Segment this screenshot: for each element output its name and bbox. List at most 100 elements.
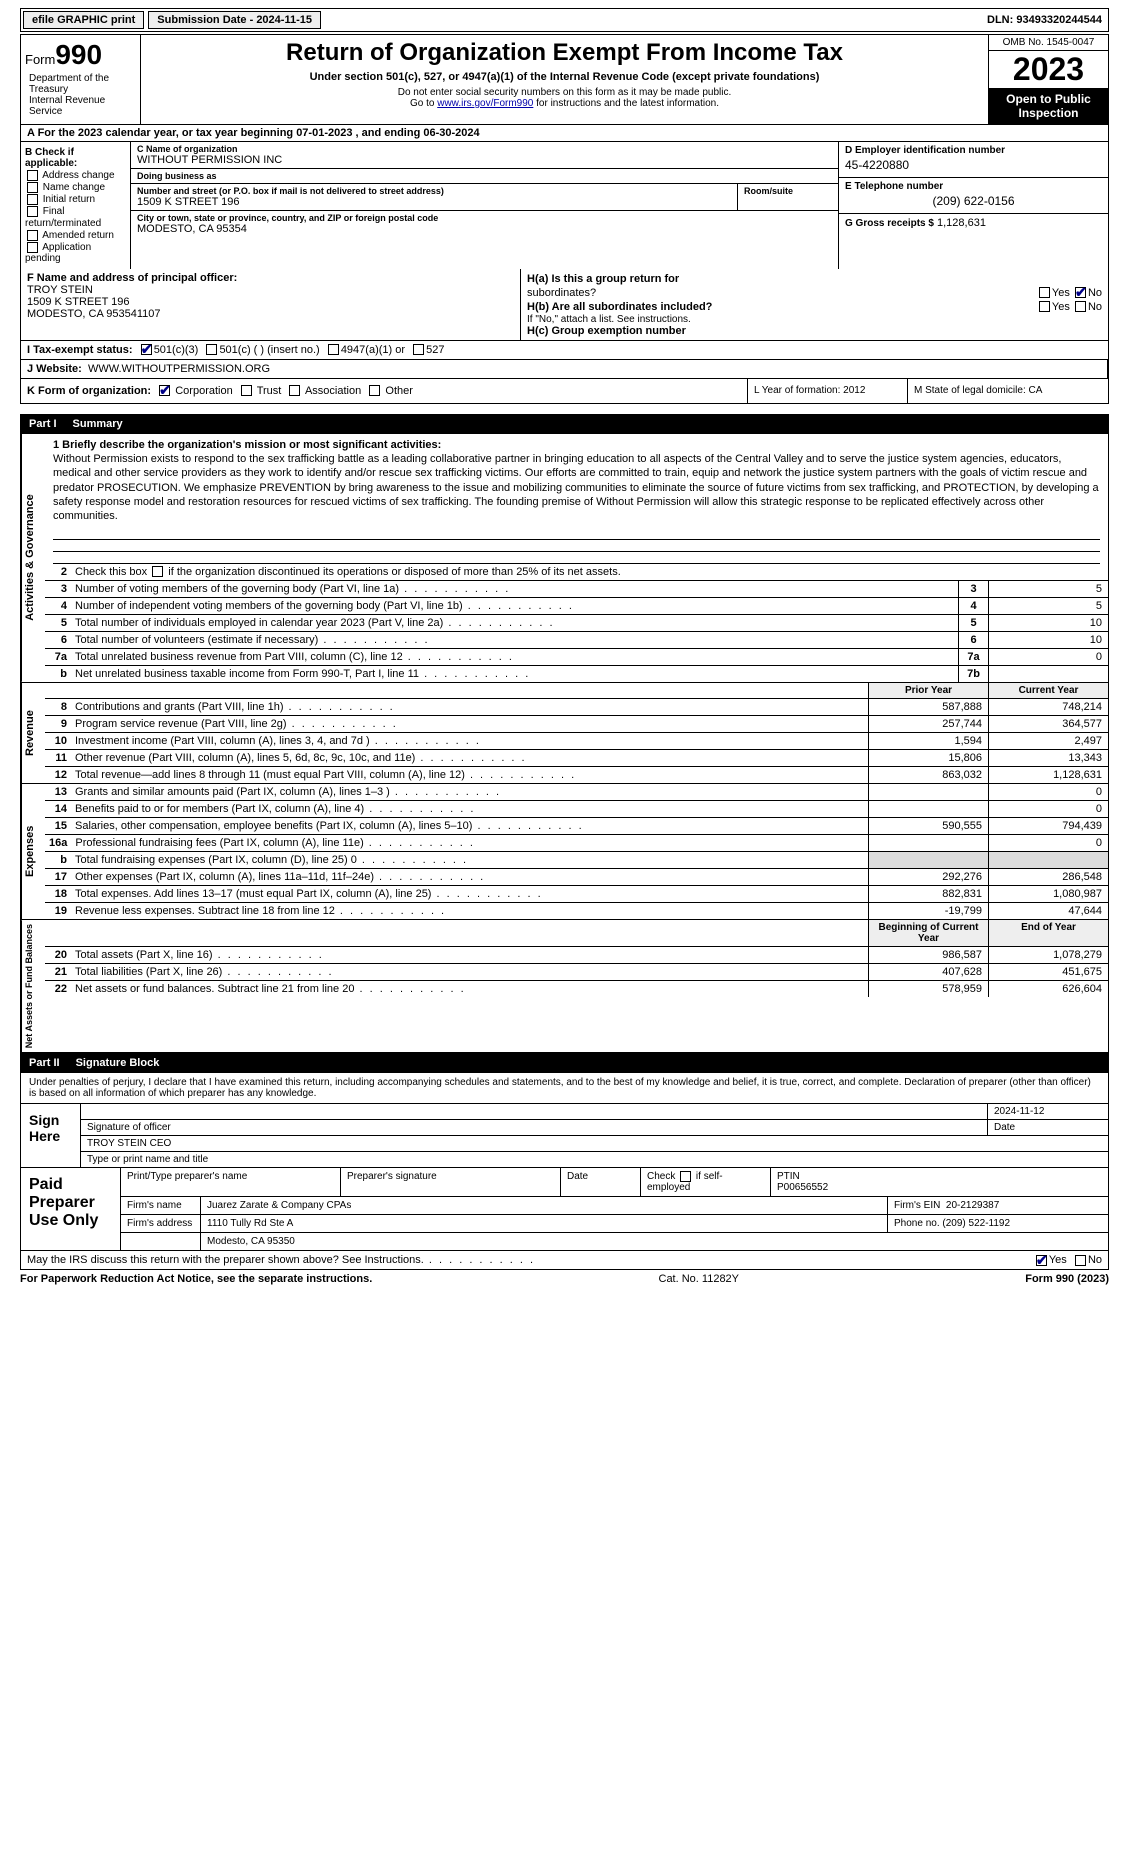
chk-trust[interactable] [241, 385, 252, 396]
prior-val: 587,888 [868, 699, 988, 715]
line-val: 0 [988, 649, 1108, 665]
chk-501c[interactable] [206, 344, 217, 355]
city-label: City or town, state or province, country… [137, 213, 832, 223]
line-text: Total number of volunteers (estimate if … [71, 632, 958, 648]
chk-527[interactable] [413, 344, 424, 355]
chk-hb-yes[interactable] [1039, 301, 1050, 312]
begin-year-hdr: Beginning of Current Year [868, 920, 988, 946]
current-year-hdr: Current Year [988, 683, 1108, 698]
irs-link[interactable]: www.irs.gov/Form990 [437, 98, 533, 109]
line-num: 14 [45, 801, 71, 817]
line-text: Total expenses. Add lines 13–17 (must eq… [71, 886, 868, 902]
part1-num: Part I [29, 418, 57, 430]
chk-discuss-no[interactable] [1075, 1255, 1086, 1266]
cat-no: Cat. No. 11282Y [659, 1273, 740, 1285]
prior-val [868, 801, 988, 817]
line-box: 5 [958, 615, 988, 631]
chk-app-pending[interactable] [27, 242, 38, 253]
officer-name-title: TROY STEIN CEO [81, 1136, 1108, 1151]
dba-label: Doing business as [137, 171, 832, 181]
city-value: MODESTO, CA 95354 [137, 223, 832, 235]
row-k: K Form of organization: Corporation Trus… [20, 379, 1109, 404]
current-val: 0 [988, 801, 1108, 817]
line-box: 7b [958, 666, 988, 682]
chk-self-employed[interactable] [680, 1171, 691, 1182]
line-text: Total number of individuals employed in … [71, 615, 958, 631]
line-text: Other expenses (Part IX, column (A), lin… [71, 869, 868, 885]
exp-tab: Expenses [21, 784, 45, 919]
chk-ha-yes[interactable] [1039, 287, 1050, 298]
prior-val: 292,276 [868, 869, 988, 885]
chk-initial-return[interactable] [27, 194, 38, 205]
prior-val: 15,806 [868, 750, 988, 766]
section-bcd: B Check if applicable: Address change Na… [20, 142, 1109, 269]
chk-discontinued[interactable] [152, 566, 163, 577]
line2-text: Check this box if the organization disco… [71, 564, 1108, 580]
open-public: Open to Public Inspection [989, 88, 1108, 124]
chk-address-change[interactable] [27, 170, 38, 181]
tax-status-label: I Tax-exempt status: [27, 344, 133, 356]
current-val: 364,577 [988, 716, 1108, 732]
box-deg: D Employer identification number 45-4220… [838, 142, 1108, 269]
chk-ha-no[interactable] [1075, 287, 1086, 298]
line-val: 5 [988, 598, 1108, 614]
line-num: 10 [45, 733, 71, 749]
officer-label: F Name and address of principal officer: [27, 272, 514, 284]
org-name-label: C Name of organization [137, 144, 832, 154]
officer-addr2: MODESTO, CA 953541107 [27, 308, 514, 320]
revenue-section: Revenue Prior Year Current Year 8 Contri… [20, 683, 1109, 784]
end-year-hdr: End of Year [988, 920, 1108, 946]
form-header: Form990 Department of the Treasury Inter… [20, 34, 1109, 125]
prior-val: 257,744 [868, 716, 988, 732]
chk-final-return[interactable] [27, 206, 38, 217]
chk-discuss-yes[interactable] [1036, 1255, 1047, 1266]
line-text: Total assets (Part X, line 16) [71, 947, 868, 963]
prior-val [868, 852, 988, 868]
chk-hb-no[interactable] [1075, 301, 1086, 312]
chk-corp[interactable] [159, 385, 170, 396]
line-text: Program service revenue (Part VIII, line… [71, 716, 868, 732]
form-word: Form [25, 52, 55, 67]
chk-name-change[interactable] [27, 182, 38, 193]
firm-phone: (209) 522-1192 [942, 1218, 1010, 1229]
line-box: 6 [958, 632, 988, 648]
chk-assoc[interactable] [289, 385, 300, 396]
prep-sig-hdr: Preparer's signature [341, 1168, 561, 1196]
discuss-row: May the IRS discuss this return with the… [20, 1251, 1109, 1270]
chk-amended-return[interactable] [27, 230, 38, 241]
blank-line [53, 552, 1100, 564]
gross-value: 1,128,631 [937, 217, 986, 229]
line-num: 20 [45, 947, 71, 963]
mission-text: Without Permission exists to respond to … [53, 453, 1099, 522]
line-num: 15 [45, 818, 71, 834]
hb-note: If "No," attach a list. See instructions… [527, 314, 1102, 325]
firm-addr1: 1110 Tully Rd Ste A [201, 1215, 888, 1232]
part2-title: Signature Block [76, 1057, 160, 1069]
gross-label: G Gross receipts $ [845, 218, 934, 229]
line-text: Professional fundraising fees (Part IX, … [71, 835, 868, 851]
line-val: 10 [988, 615, 1108, 631]
firm-addr-label: Firm's address [121, 1215, 201, 1232]
line-num: 9 [45, 716, 71, 732]
efile-print-button[interactable]: efile GRAPHIC print [23, 11, 144, 29]
website-value: WWW.WITHOUTPERMISSION.ORG [88, 363, 270, 375]
tax-year: 2023 [989, 51, 1108, 88]
firm-name-label: Firm's name [121, 1197, 201, 1214]
chk-other[interactable] [369, 385, 380, 396]
line-text: Net assets or fund balances. Subtract li… [71, 981, 868, 997]
line-num: 7a [45, 649, 71, 665]
dln: DLN: 93493320244544 [981, 12, 1108, 28]
chk-4947[interactable] [328, 344, 339, 355]
line-val [988, 666, 1108, 682]
row-a-taxyear: A For the 2023 calendar year, or tax yea… [20, 125, 1109, 142]
chk-501c3[interactable] [141, 344, 152, 355]
sign-here-block: Sign Here 2024-11-12 Signature of office… [20, 1104, 1109, 1168]
state-domicile: M State of legal domicile: CA [908, 379, 1108, 403]
line-num: 18 [45, 886, 71, 902]
current-val: 1,080,987 [988, 886, 1108, 902]
blank-line [53, 528, 1100, 540]
hc-label: H(c) Group exemption number [527, 325, 686, 337]
current-val: 0 [988, 784, 1108, 800]
sign-here-label: Sign Here [21, 1104, 81, 1167]
street-value: 1509 K STREET 196 [137, 196, 731, 208]
